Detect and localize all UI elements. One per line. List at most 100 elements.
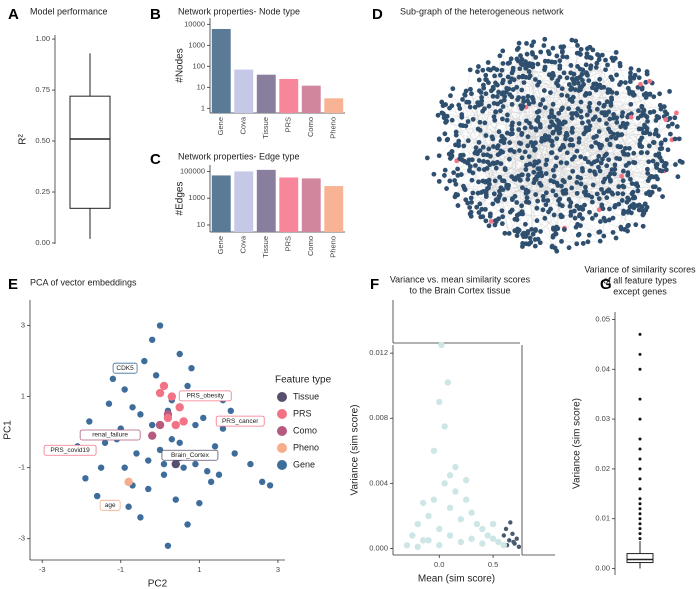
node	[529, 50, 535, 55]
chart-title: Variance of similarity scores	[584, 264, 696, 274]
edge	[475, 151, 650, 179]
edge	[582, 68, 591, 169]
annotation: PRS_cancer	[222, 418, 259, 425]
bar	[211, 28, 231, 114]
node	[553, 192, 559, 198]
node	[569, 37, 575, 43]
node	[541, 197, 546, 203]
legend-label: Gene	[293, 459, 315, 469]
chart-title: to the Brain Cortex tissue	[409, 285, 510, 295]
point	[124, 477, 133, 487]
point	[468, 535, 475, 542]
outlier	[638, 497, 642, 501]
edge	[503, 78, 553, 182]
node	[622, 145, 628, 151]
point	[430, 496, 438, 503]
node	[536, 159, 542, 164]
box	[626, 553, 654, 564]
y-tick-label: -1	[18, 463, 25, 472]
point	[510, 531, 515, 537]
node	[575, 80, 581, 86]
node	[496, 129, 502, 135]
legend-label: Como	[293, 425, 317, 435]
node	[607, 206, 612, 212]
node	[614, 115, 620, 121]
edge	[525, 179, 631, 194]
panel-label: B	[150, 6, 161, 23]
node	[631, 160, 636, 165]
node	[596, 141, 602, 147]
bar	[279, 78, 299, 113]
point	[180, 464, 187, 471]
node	[549, 59, 555, 65]
point	[171, 420, 180, 430]
node	[456, 102, 462, 108]
node	[493, 109, 499, 115]
node	[651, 94, 657, 100]
node	[447, 178, 453, 184]
node	[553, 231, 559, 237]
node	[630, 90, 636, 95]
node	[546, 134, 552, 140]
node	[525, 98, 530, 104]
node	[507, 140, 513, 146]
node	[621, 184, 627, 190]
x-axis-label: PC2	[148, 579, 168, 589]
node	[449, 149, 455, 154]
node	[521, 99, 526, 105]
node	[587, 123, 593, 129]
node	[622, 122, 628, 128]
edge	[496, 162, 566, 191]
chart-title: PCA of vector embeddings	[30, 277, 137, 287]
edge	[574, 128, 640, 157]
point	[259, 478, 266, 486]
point	[86, 418, 93, 425]
bar	[279, 177, 299, 232]
node	[497, 53, 503, 59]
node	[510, 120, 515, 126]
node	[519, 185, 525, 191]
node	[453, 181, 459, 187]
point	[211, 443, 219, 450]
node	[550, 188, 556, 194]
node	[672, 136, 678, 142]
node	[590, 47, 596, 53]
chart-title: of all feature types	[603, 275, 677, 285]
chart-title: Sub-graph of the heterogeneous network	[400, 6, 564, 16]
node	[528, 124, 534, 130]
node	[579, 120, 585, 126]
node	[632, 72, 638, 78]
point	[507, 538, 512, 543]
node	[655, 176, 660, 182]
point	[231, 450, 238, 457]
node	[504, 117, 510, 123]
node	[568, 63, 574, 68]
node	[604, 121, 609, 127]
node	[597, 229, 603, 235]
point	[152, 372, 160, 379]
node	[475, 69, 480, 75]
node	[494, 82, 500, 88]
node	[593, 87, 599, 93]
node	[538, 229, 543, 234]
y-tick-label: 0.75	[35, 85, 50, 94]
node	[499, 208, 505, 214]
edge	[522, 173, 611, 244]
y-axis-label: #Nodes	[175, 48, 186, 82]
node	[569, 185, 575, 191]
node	[479, 206, 485, 212]
node	[519, 155, 525, 161]
point	[446, 472, 454, 479]
node	[537, 124, 543, 130]
node	[586, 232, 592, 238]
node	[480, 214, 486, 220]
node	[578, 154, 584, 160]
bar	[324, 98, 344, 113]
node	[476, 158, 482, 163]
node	[596, 100, 602, 106]
legend-label: PRS	[293, 408, 312, 418]
node	[600, 156, 605, 162]
panel-label: A	[8, 6, 19, 23]
y-axis-label: PC1	[3, 420, 14, 440]
